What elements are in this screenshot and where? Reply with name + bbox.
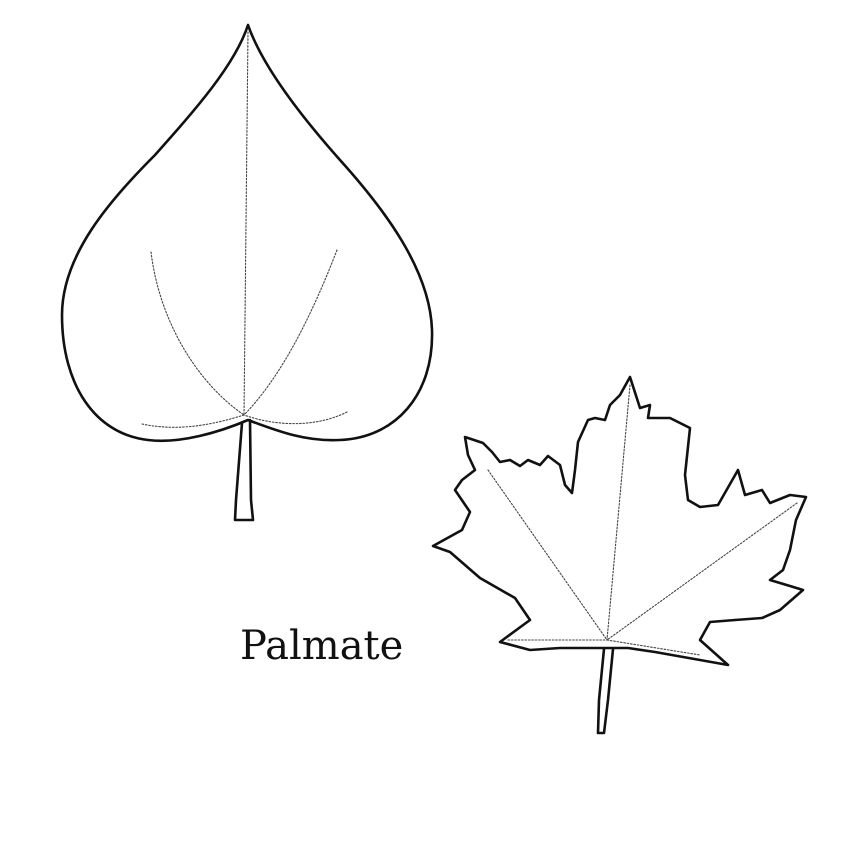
heart-leaf-right-main-vein [243, 249, 338, 416]
maple-leaf-petiole [596, 647, 615, 735]
heart-leaf-midrib-vein [243, 31, 249, 416]
maple-leaf-upper-left-vein [487, 469, 608, 641]
heart-leaf-blade [60, 23, 434, 443]
heart-leaf-right-basal-vein [243, 411, 348, 425]
maple-leaf-upper-right-vein [606, 502, 798, 641]
maple-leaf-blade [431, 375, 808, 667]
maple-leaf [431, 375, 808, 735]
heart-leaf-left-basal-vein [141, 414, 245, 428]
heart-leaf-left-main-vein [150, 251, 245, 416]
maple-leaf-lower-right-vein [606, 639, 701, 656]
heart-shaped-leaf [60, 23, 434, 522]
maple-leaf-midrib-vein [606, 384, 631, 641]
leaf-type-caption: Palmate [240, 623, 404, 669]
heart-leaf-petiole [233, 418, 255, 522]
